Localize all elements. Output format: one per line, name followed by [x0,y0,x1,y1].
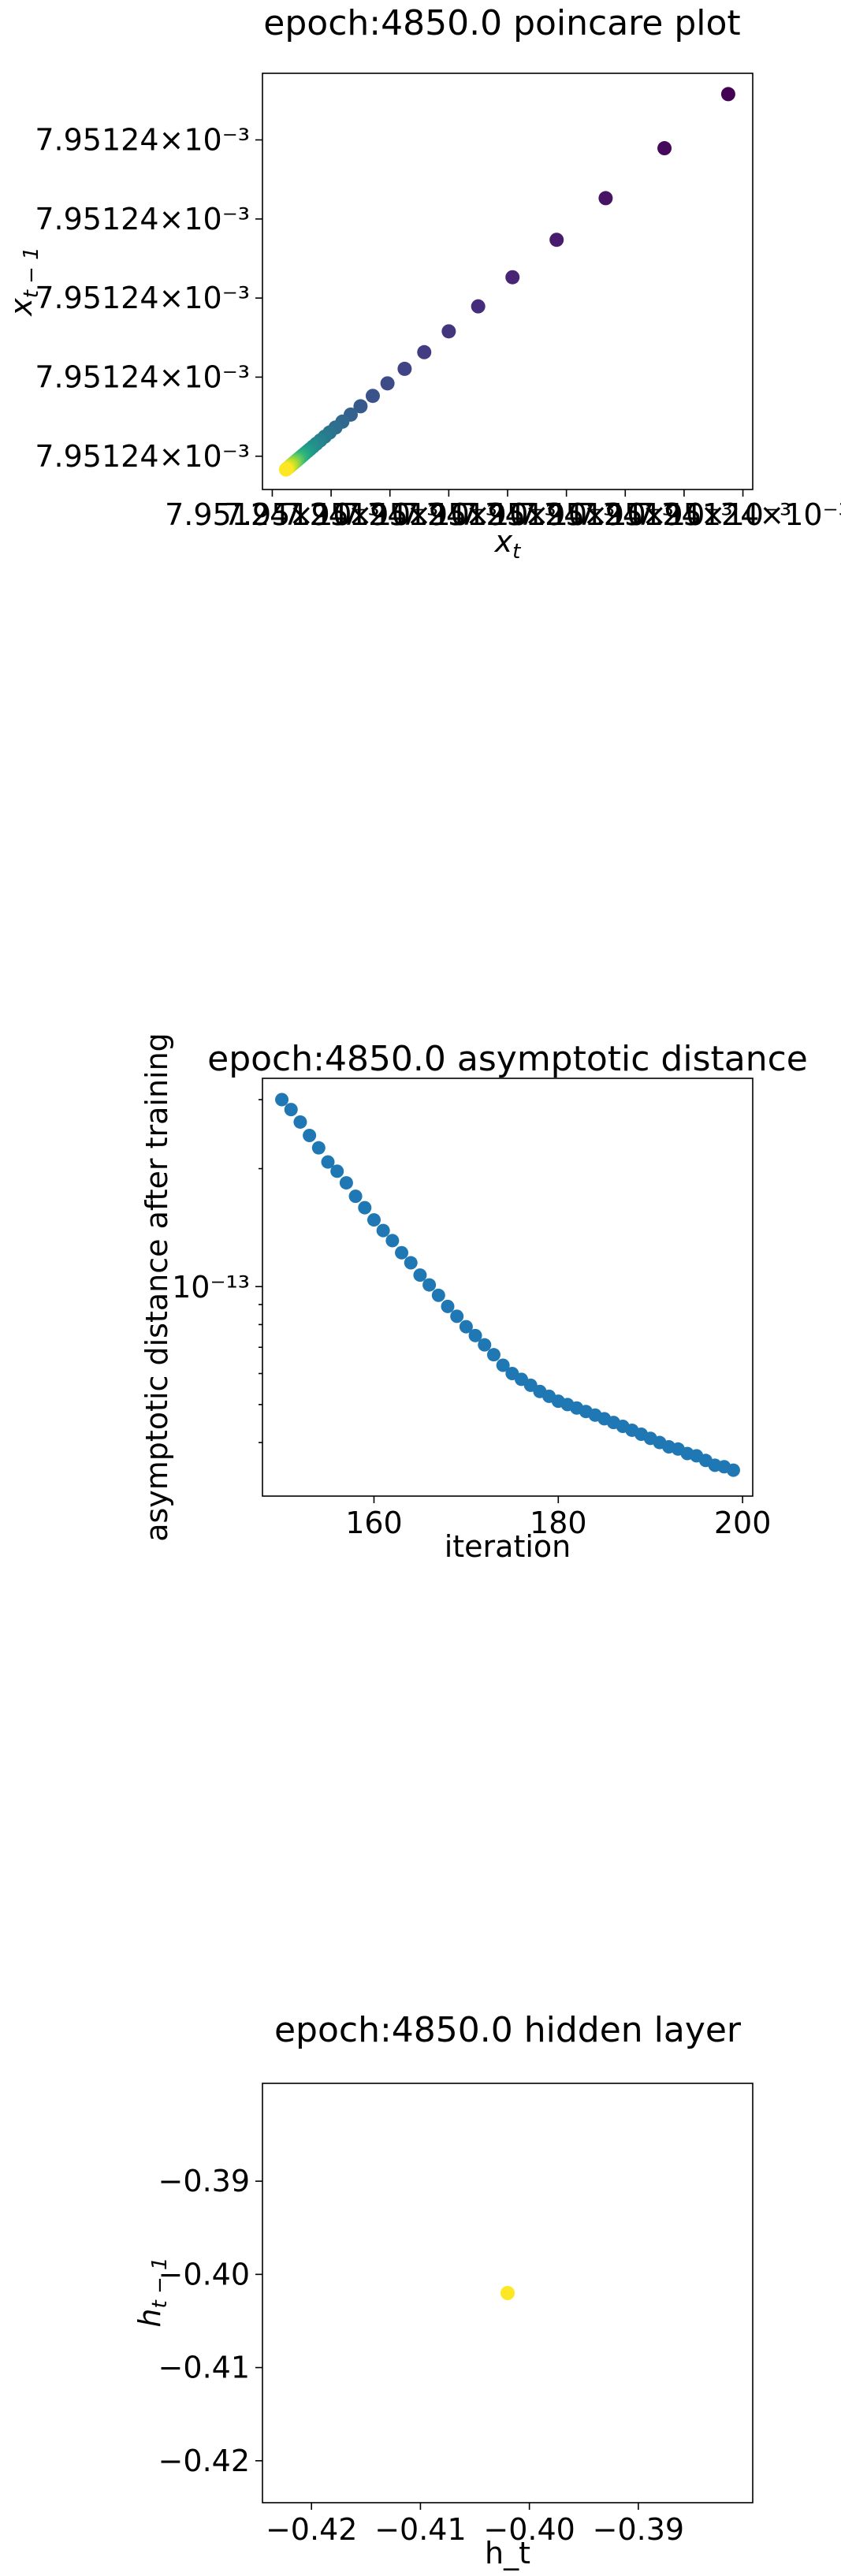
poincare-y-label: xt − 1 [4,247,43,317]
poincare-y-tick-label: 7.95124×10⁻³ [35,359,250,394]
poincare-x-tick-label: 7.95124×10⁻³ [400,497,616,532]
hidden-layer-y-tick-label: −0.41 [158,2351,250,2385]
poincare-point [417,344,432,359]
asymptotic-y-label: asymptotic distance after training [140,1033,174,1542]
poincare-chart: epoch:4850.0 poincare plot 7.95124×10⁻³7… [4,3,841,564]
asymptotic-point [413,1268,427,1282]
poincare-point [720,87,735,102]
poincare-points [278,87,735,477]
poincare-title: epoch:4850.0 poincare plot [263,3,740,43]
hidden-layer-y-tick-label: −0.39 [158,2164,250,2198]
poincare-y-tick-label: 7.95124×10⁻³ [35,122,250,157]
hidden-layer-chart: epoch:4850.0 hidden layer −0.42 −0.41 −0.4… [132,2010,754,2570]
hidden-layer-x-tick-label: −0.41 [374,2512,466,2547]
poincare-x-tick-label: 7.95124×10⁻³ [341,497,556,532]
asymptotic-title: epoch:4850.0 asymptotic distance [207,1039,808,1079]
asymptotic-point [339,1176,353,1190]
hidden-layer-x-tick-label: −0.39 [593,2512,684,2547]
asymptotic-x-tick-label: 180 [530,1506,587,1540]
asymptotic-y-tick-label: 10⁻¹³ [172,1270,250,1305]
asymptotic-point [348,1189,363,1204]
asymptotic-x-tick-label: 160 [345,1506,403,1540]
hidden-layer-x-tick-label: −0.42 [266,2512,357,2547]
hidden-layer-title: epoch:4850.0 hidden layer [274,2010,742,2050]
poincare-point [598,191,613,206]
asymptotic-point [358,1201,372,1215]
poincare-x-tick-label: 7.95124×10⁻³ [282,497,497,532]
hidden-layer-y-tick-label: −0.40 [158,2257,250,2291]
poincare-x-ticks: 7.95124×10⁻³7.95124×10⁻³7.95124×10⁻³7.95… [165,490,841,532]
asymptotic-point [385,1234,400,1248]
asymptotic-point [376,1223,390,1238]
asymptotic-x-ticks: 160 180 200 [345,1496,771,1540]
asymptotic-point [395,1245,409,1260]
poincare-x-tick-label: 7.95124×10⁻³ [459,497,674,532]
asymptotic-point [422,1278,437,1292]
asymptotic-point [404,1256,418,1270]
hidden-layer-y-ticks: −0.42 −0.41 −0.40 −0.39 [158,2164,262,2478]
hidden-layer-plot-frame [262,2083,754,2503]
asymptotic-y-ticks: 10⁻¹³ [172,1099,262,1443]
poincare-point [549,233,564,248]
poincare-plot-frame [262,73,754,490]
poincare-point [471,299,486,314]
hidden-layer-x-tick-label: −0.40 [483,2512,575,2547]
asymptotic-points [275,1093,740,1477]
hidden-layer-point [501,2286,515,2300]
asymptotic-point [468,1328,482,1342]
hidden-layer-x-ticks: −0.42 −0.41 −0.40 −0.39 [266,2503,684,2547]
asymptotic-point [496,1358,510,1372]
poincare-point [278,462,293,477]
asymptotic-point [459,1320,473,1334]
poincare-y-ticks: 7.95124×10⁻³ 7.95124×10⁻³ 7.95124×10⁻³ 7.95… [35,122,262,474]
asymptotic-x-label: iteration [445,1529,571,1564]
poincare-x-tick-label: 7.95124×10⁻³ [577,497,792,532]
asymptotic-point [321,1155,335,1169]
asymptotic-point [726,1463,740,1477]
poincare-point [397,361,412,376]
poincare-y-tick-label: 7.95124×10⁻³ [35,281,250,315]
poincare-y-tick-label: 7.95124×10⁻³ [35,202,250,236]
asymptotic-point [367,1213,381,1227]
poincare-point [365,389,380,404]
asymptotic-chart: epoch:4850.0 asymptotic distance 160 180 2… [140,1033,808,1564]
asymptotic-point [275,1093,289,1107]
poincare-x-tick-label: 7.95124×10⁻³ [635,497,841,532]
asymptotic-point [441,1299,455,1313]
poincare-point [657,141,672,156]
hidden-layer-y-label: ht − 1 [132,2257,172,2327]
poincare-point [505,270,520,285]
asymptotic-point [450,1309,464,1323]
asymptotic-point [303,1129,317,1143]
poincare-x-tick-label: 7.95124×10⁻³ [518,497,733,532]
hidden-layer-x-label: h_t [485,2536,530,2570]
asymptotic-point [486,1348,501,1362]
asymptotic-point [311,1141,326,1155]
asymptotic-point [284,1103,298,1117]
hidden-layer-y-tick-label: −0.42 [158,2444,250,2478]
asymptotic-point [478,1338,492,1352]
poincare-x-tick-label: 7.95124×10⁻³ [224,497,439,532]
asymptotic-point [330,1164,344,1178]
poincare-y-tick-label: 7.95124×10⁻³ [35,439,250,474]
asymptotic-point [431,1288,445,1302]
poincare-x-tick-label: 7.95124×10⁻³ [165,497,380,532]
asymptotic-point [293,1115,307,1129]
asymptotic-x-tick-label: 200 [714,1506,772,1540]
poincare-point [380,376,395,391]
poincare-point [353,399,368,414]
hidden-layer-points [501,2286,515,2300]
asymptotic-plot-frame [262,1078,754,1497]
poincare-point [441,324,456,339]
